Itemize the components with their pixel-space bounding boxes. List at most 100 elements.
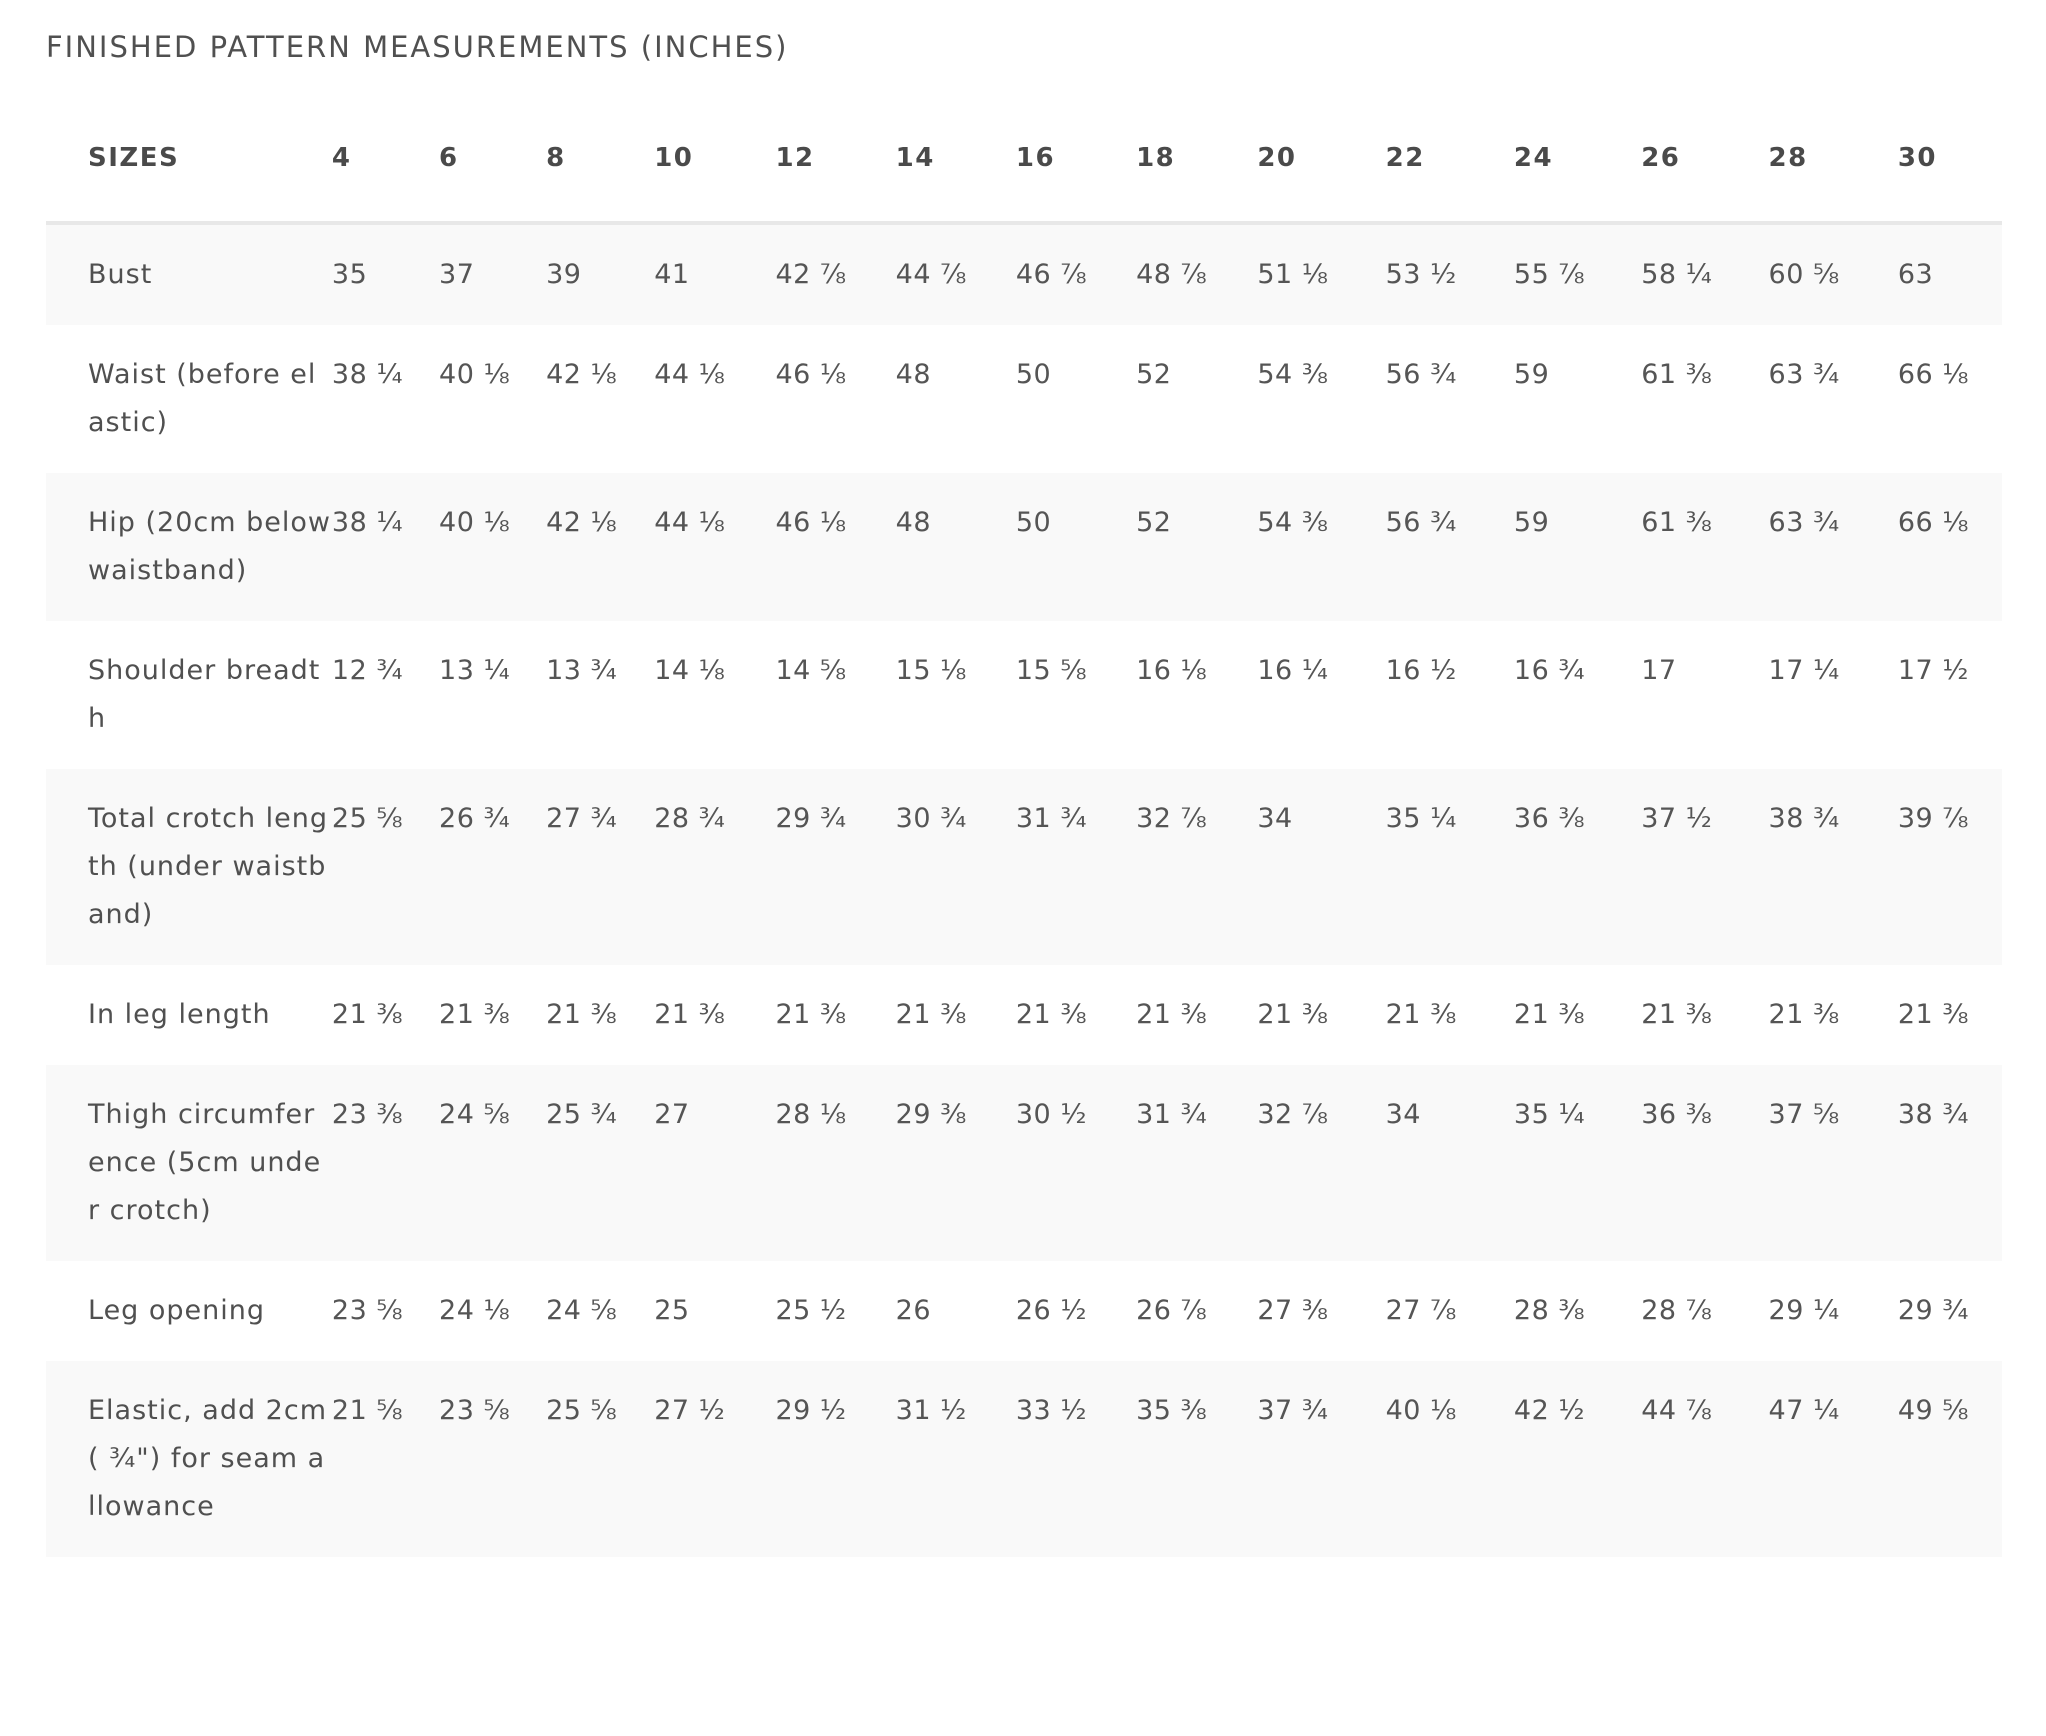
measurement-cell: 24 ⅛ [439,1295,511,1326]
measurement-cell: 21 ⅜ [439,999,511,1030]
measurement-cell: 61 ⅜ [1641,507,1713,538]
measurement-cell: 17 [1641,655,1677,686]
measurement-cell: 42 ⅛ [546,359,618,390]
measurement-cell: 29 ⅜ [895,1099,967,1130]
table-row: Total crotch length (under waistband) 25 … [46,769,2002,965]
row-label: Hip (20cm below waistband) [88,507,331,586]
row-label: Leg opening [88,1295,266,1326]
measurement-cell: 37 ⅝ [1768,1099,1840,1130]
size-header-30: 30 [1897,143,1938,173]
measurement-cell: 15 ⅝ [1015,655,1087,686]
measurement-cell: 37 ¾ [1257,1395,1329,1426]
measurement-cell: 61 ⅜ [1641,359,1713,390]
measurement-cell: 48 [895,507,932,538]
measurement-cell: 26 ½ [1015,1295,1087,1326]
table-row: Hip (20cm below waistband) 38 ¼ 40 ⅛ 42 ⅛ 44… [46,473,2002,621]
size-header-4: 4 [331,143,352,173]
measurement-cell: 21 ⅜ [546,999,618,1030]
measurement-cell: 26 ¾ [439,803,511,834]
measurement-cell: 40 ⅛ [439,359,511,390]
row-label: Bust [88,259,153,290]
measurement-cell: 27 ⅜ [1257,1295,1329,1326]
measurement-cell: 39 ⅞ [1897,803,1969,834]
measurement-cell: 52 [1136,359,1172,390]
table-header: SIZES 4 6 8 10 12 14 16 18 20 22 24 26 28 30 [46,95,2002,223]
measurement-cell: 38 ¼ [331,359,404,390]
size-header-14: 14 [895,143,935,173]
measurement-cell: 16 ¾ [1513,655,1586,686]
measurement-cell: 17 ¼ [1768,655,1840,686]
measurements-table: SIZES 4 6 8 10 12 14 16 18 20 22 24 26 28 30 Bust 35 37… [46,95,2002,1557]
measurement-cell: 63 [1897,259,1934,290]
measurement-cell: 24 ⅝ [439,1099,511,1130]
measurement-cell: 42 ⅛ [546,507,618,538]
measurement-cell: 38 ¾ [1768,803,1840,834]
measurement-cell: 54 ⅜ [1257,507,1329,538]
measurement-cell: 28 ⅜ [1513,1295,1586,1326]
measurement-cell: 21 ⅝ [331,1395,404,1426]
table-row: Waist (before elastic) 38 ¼ 40 ⅛ 42 ⅛ 44 ⅛ 46… [46,325,2002,473]
measurement-cell: 39 [546,259,582,290]
measurement-cell: 23 ⅜ [331,1099,404,1130]
measurement-cell: 46 ⅛ [775,507,847,538]
measurement-cell: 21 ⅜ [1385,999,1457,1030]
measurement-cell: 25 [654,1295,690,1326]
measurement-cell: 21 ⅜ [331,999,404,1030]
measurement-cell: 16 ¼ [1257,655,1329,686]
measurement-cell: 13 ¾ [546,655,618,686]
table-row: In leg length 21 ⅜ 21 ⅜ 21 ⅜ 21 ⅜ 21 ⅜ 21 ⅜ 21 … [46,965,2002,1065]
measurement-cell: 36 ⅜ [1641,1099,1713,1130]
measurement-cell: 54 ⅜ [1257,359,1329,390]
measurement-cell: 26 ⅞ [1136,1295,1208,1326]
table-row: Elastic, add 2cm ( ¾") for seam allowanc… [46,1361,2002,1557]
size-header-28: 28 [1768,143,1808,173]
measurement-cell: 49 ⅝ [1897,1395,1969,1426]
measurement-cell: 36 ⅜ [1513,803,1586,834]
measurement-cell: 34 [1257,803,1293,834]
measurement-cell: 32 ⅞ [1136,803,1208,834]
sizes-header-label: SIZES [88,143,180,173]
measurement-cell: 16 ½ [1385,655,1457,686]
measurement-cell: 27 [654,1099,690,1130]
measurement-cell: 55 ⅞ [1513,259,1586,290]
measurement-cell: 21 ⅜ [1513,999,1586,1030]
measurement-cell: 41 [654,259,690,290]
measurement-cell: 66 ⅛ [1897,507,1969,538]
row-label: Thigh circumference (5cm under crotch) [88,1099,322,1226]
measurement-cell: 32 ⅞ [1257,1099,1329,1130]
size-header-6: 6 [439,143,459,173]
measurement-cell: 46 ⅛ [775,359,847,390]
measurement-cell: 48 ⅞ [1136,259,1208,290]
measurement-cell: 25 ⅝ [546,1395,618,1426]
measurement-cell: 29 ¾ [775,803,847,834]
measurement-cell: 40 ⅛ [1385,1395,1457,1426]
measurement-cell: 44 ⅛ [654,359,726,390]
measurement-cell: 28 ⅞ [1641,1295,1713,1326]
measurement-cell: 21 ⅜ [775,999,847,1030]
row-label: In leg length [88,999,271,1030]
measurement-cell: 52 [1136,507,1172,538]
measurement-cell: 56 ¾ [1385,359,1457,390]
measurement-cell: 37 ½ [1641,803,1713,834]
table-row: Thigh circumference (5cm under crotch) 23… [46,1065,2002,1261]
measurement-cell: 21 ⅜ [1257,999,1329,1030]
header-row: SIZES 4 6 8 10 12 14 16 18 20 22 24 26 28 30 [46,95,2002,223]
measurement-cell: 15 ⅛ [895,655,967,686]
size-header-20: 20 [1257,143,1297,173]
measurement-cell: 29 ½ [775,1395,847,1426]
measurement-cell: 60 ⅝ [1768,259,1840,290]
measurement-cell: 31 ¾ [1136,1099,1208,1130]
measurement-cell: 56 ¾ [1385,507,1457,538]
row-label: Waist (before elastic) [88,359,317,438]
size-header-10: 10 [654,143,694,173]
measurement-cell: 21 ⅜ [1136,999,1208,1030]
measurement-cell: 21 ⅜ [1897,999,1969,1030]
measurement-cell: 21 ⅜ [654,999,726,1030]
measurement-cell: 46 ⅞ [1015,259,1087,290]
table-body: Bust 35 37 39 41 42 ⅞ 44 ⅞ 46 ⅞ 48 ⅞ 51 ⅛ 53 ½ 55 ⅞… [46,223,2002,1557]
measurement-cell: 23 ⅝ [331,1295,404,1326]
measurement-cell: 35 ¼ [1513,1099,1586,1130]
measurement-cell: 17 ½ [1897,655,1969,686]
measurement-cell: 40 ⅛ [439,507,511,538]
measurement-cell: 53 ½ [1385,259,1457,290]
